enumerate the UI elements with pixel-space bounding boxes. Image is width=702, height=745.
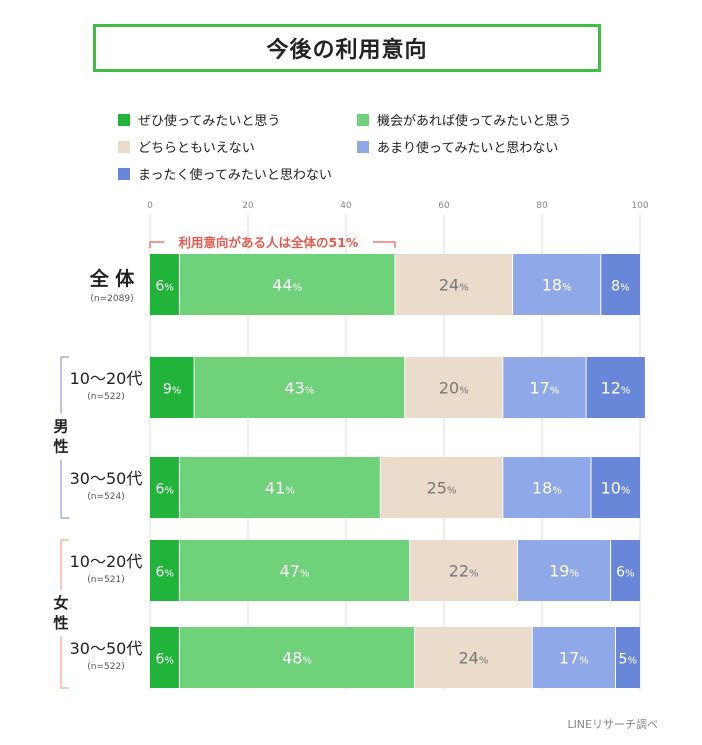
category-label: 30〜50代 (70, 469, 143, 488)
bar-segment (150, 457, 180, 518)
data-label: 18% (532, 479, 562, 498)
data-label: 6% (155, 565, 173, 581)
bar-segment (517, 540, 611, 601)
bar-segment (395, 254, 513, 315)
legend-swatch (357, 113, 369, 126)
annotation-label: 利用意向がある人は全体の51% (179, 235, 359, 250)
legend-item: どちらともいえない (118, 137, 255, 156)
group-label-bg (51, 413, 71, 460)
data-label: 10% (601, 479, 631, 498)
data-label: 8% (611, 279, 629, 295)
bar-segment (179, 457, 381, 518)
x-tick-label: 100 (631, 201, 648, 211)
data-label: 6% (155, 482, 173, 498)
chart-title: 今後の利用意向 (93, 24, 601, 72)
x-tick-label: 60 (438, 201, 450, 211)
legend-item: ぜひ使ってみたいと思う (118, 110, 280, 129)
bar-segment (150, 627, 180, 688)
sample-size-label: (n=521) (87, 575, 124, 585)
legend-swatch (118, 113, 130, 126)
x-tick-label: 0 (147, 201, 153, 211)
group-label: 性 (53, 438, 68, 456)
annotation-bracket-left (149, 241, 164, 248)
sample-size-label: (n=522) (87, 392, 124, 402)
x-tick-label: 40 (340, 201, 352, 211)
legend-label: あまり使ってみたいと思わない (377, 141, 559, 156)
bar-segment (502, 357, 587, 418)
bar-segment (179, 540, 410, 601)
group-label: 女 (53, 594, 68, 612)
bar-segment (615, 627, 640, 688)
bar-segment (150, 254, 180, 315)
bar-segment (404, 357, 503, 418)
legend-label: まったく使ってみたいと思わない (138, 168, 332, 183)
bar-segment (586, 357, 645, 418)
legend-label: 機会があれば使ってみたいと思う (377, 114, 572, 129)
sample-size-label: (n=524) (87, 492, 124, 502)
data-label: 12% (601, 379, 631, 398)
legend-item: 機会があれば使ってみたいと思う (357, 110, 571, 129)
data-label: 6% (616, 565, 634, 581)
x-tick-label: 80 (536, 201, 548, 211)
sample-size-label: (n=2089) (90, 294, 133, 304)
data-label: 47% (280, 562, 310, 581)
x-tick-label: 20 (242, 201, 254, 211)
bar-segment (502, 457, 591, 518)
legend-label: ぜひ使ってみたいと思う (138, 114, 281, 129)
bar-segment (600, 254, 640, 315)
legend-swatch (118, 140, 130, 153)
category-label: 10〜20代 (70, 552, 143, 571)
category-label: 全 体 (89, 267, 136, 290)
bar-segment (150, 357, 195, 418)
data-label: 5% (619, 652, 637, 668)
bar-segment (380, 457, 503, 518)
source-note: LINEリサーチ調べ (567, 718, 658, 731)
data-label: 24% (439, 276, 469, 295)
group-label-bg (51, 590, 71, 636)
data-label: 25% (427, 479, 457, 498)
data-label: 6% (155, 652, 173, 668)
legend-item: まったく使ってみたいと思わない (118, 164, 332, 183)
category-label: 30〜50代 (70, 639, 143, 658)
data-label: 20% (439, 379, 469, 398)
bar-segment (409, 540, 518, 601)
bar-segment (150, 540, 180, 601)
data-label: 22% (449, 562, 479, 581)
data-label: 17% (559, 649, 589, 668)
legend-label: どちらともいえない (138, 141, 255, 156)
sample-size-label: (n=522) (87, 662, 124, 672)
bar-segment (414, 627, 533, 688)
group-label: 性 (53, 614, 68, 632)
data-label: 44% (272, 276, 302, 295)
bar-segment (591, 457, 640, 518)
data-label: 48% (282, 649, 312, 668)
data-label: 6% (155, 279, 173, 295)
legend-swatch (118, 167, 130, 180)
data-label: 18% (542, 276, 572, 295)
data-label: 43% (285, 379, 315, 398)
bar-segment (512, 254, 601, 315)
group-label: 男 (53, 418, 68, 436)
legend-swatch (357, 140, 369, 153)
category-label: 10〜20代 (70, 369, 143, 388)
legend-item: あまり使ってみたいと思わない (357, 137, 558, 156)
data-label: 19% (549, 562, 579, 581)
annotation-bracket-right (373, 241, 396, 248)
data-label: 17% (530, 379, 560, 398)
data-label: 24% (458, 649, 488, 668)
bar-segment (532, 627, 616, 688)
bar-segment (179, 254, 395, 315)
bar-segment (610, 540, 640, 601)
data-label: 41% (265, 479, 295, 498)
data-label: 9% (163, 382, 181, 398)
bar-segment (194, 357, 405, 418)
bar-segment (179, 627, 415, 688)
